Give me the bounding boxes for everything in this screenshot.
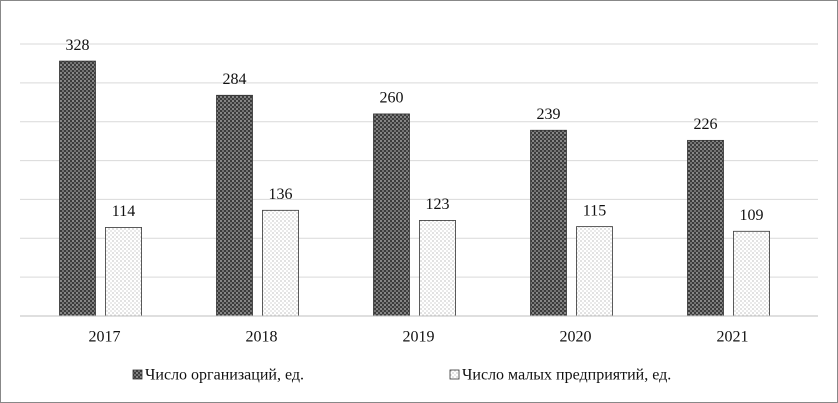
x-tick-label: 2017 (89, 329, 121, 346)
legend-label: Число организаций, ед. (145, 367, 304, 384)
value-label: 328 (66, 37, 90, 54)
bar (687, 139, 724, 317)
legend-swatch (449, 369, 460, 380)
x-tick-label: 2018 (246, 329, 278, 346)
legend-label: Число малых предприятий, ед. (462, 367, 671, 384)
value-label: 115 (583, 202, 606, 219)
bar (216, 94, 253, 317)
value-label: 123 (426, 196, 450, 213)
bar (373, 113, 410, 317)
value-label: 260 (380, 90, 404, 107)
value-label: 109 (740, 207, 764, 224)
value-label: 239 (537, 106, 561, 123)
x-tick-label: 2020 (560, 329, 592, 346)
value-label: 226 (694, 116, 718, 133)
x-tick-label: 2021 (717, 329, 749, 346)
bar (576, 226, 613, 317)
legend-swatch (132, 369, 143, 380)
value-label: 114 (112, 203, 135, 220)
bar (733, 230, 770, 317)
bar (419, 220, 456, 317)
x-tick-label: 2019 (403, 329, 435, 346)
bar (59, 60, 96, 317)
bar (105, 227, 142, 317)
bar (530, 129, 567, 317)
value-label: 284 (223, 71, 247, 88)
value-label: 136 (269, 186, 293, 203)
bar (262, 209, 299, 317)
